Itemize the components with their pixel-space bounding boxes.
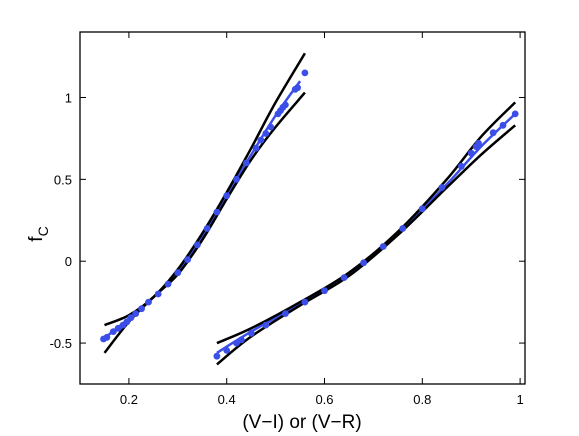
- data-point: [262, 321, 270, 329]
- data-point: [109, 328, 117, 335]
- data-point: [223, 192, 231, 200]
- data-point: [360, 259, 367, 267]
- data-point: [467, 149, 475, 157]
- data-point: [138, 305, 146, 313]
- data-point: [511, 110, 519, 118]
- lower-bound-line-2: [216, 124, 517, 366]
- y-tick-label: 0.5: [54, 172, 72, 187]
- data-point: [213, 208, 221, 216]
- data-point: [340, 274, 348, 281]
- data-point: [301, 69, 309, 77]
- y-tick-label: 0: [65, 254, 72, 269]
- series-group-1: [100, 52, 309, 354]
- data-point: [438, 184, 446, 191]
- data-point: [114, 324, 122, 332]
- data-point: [267, 123, 275, 131]
- data-point: [233, 175, 240, 183]
- y-axis-label-main: f: [26, 236, 47, 242]
- data-point: [154, 290, 162, 298]
- y-tick-label: -0.5: [50, 336, 72, 351]
- plot-frame: [79, 31, 526, 385]
- data-point: [379, 243, 387, 250]
- x-tick-label: 0.6: [315, 392, 333, 407]
- data-point: [194, 241, 201, 249]
- data-point: [489, 129, 497, 137]
- data-point: [238, 336, 245, 344]
- data-point: [294, 84, 301, 92]
- data-point: [399, 225, 407, 232]
- y-axis-label-subscript: C: [35, 226, 51, 236]
- data-point: [233, 339, 240, 347]
- x-tick-label: 0.8: [413, 392, 431, 407]
- data-point: [475, 139, 482, 147]
- data-point: [458, 162, 465, 170]
- data-point: [184, 256, 192, 263]
- y-axis-label: fC: [26, 226, 51, 241]
- data-point: [252, 144, 260, 152]
- data-point: [301, 298, 309, 306]
- data-point: [242, 159, 250, 167]
- x-tick-label: 1: [516, 392, 523, 407]
- svg-text:fC: fC: [26, 226, 51, 241]
- data-point: [418, 205, 426, 213]
- x-axis-label: (V−I) or (V−R): [242, 412, 361, 433]
- data-point: [499, 121, 507, 129]
- upper-bound-line-1: [104, 52, 306, 327]
- data-point: [282, 310, 289, 317]
- data-point: [282, 101, 289, 109]
- data-point: [262, 130, 270, 137]
- data-point: [127, 314, 135, 322]
- data-point: [257, 136, 265, 144]
- data-point: [247, 329, 255, 337]
- data-point: [321, 287, 328, 295]
- data-point: [174, 269, 182, 277]
- x-tick-label: 0.4: [218, 392, 236, 407]
- data-point: [103, 333, 111, 341]
- data-point: [132, 310, 140, 317]
- fit-line-1: [103, 80, 302, 340]
- data-point: [223, 347, 231, 354]
- data-point: [145, 298, 152, 306]
- data-point: [213, 352, 221, 360]
- series-group-2: [213, 101, 519, 366]
- x-tick-label: 0.2: [120, 392, 138, 407]
- y-tick-label: 1: [65, 90, 72, 105]
- data-point: [164, 280, 172, 288]
- data-point: [203, 225, 211, 232]
